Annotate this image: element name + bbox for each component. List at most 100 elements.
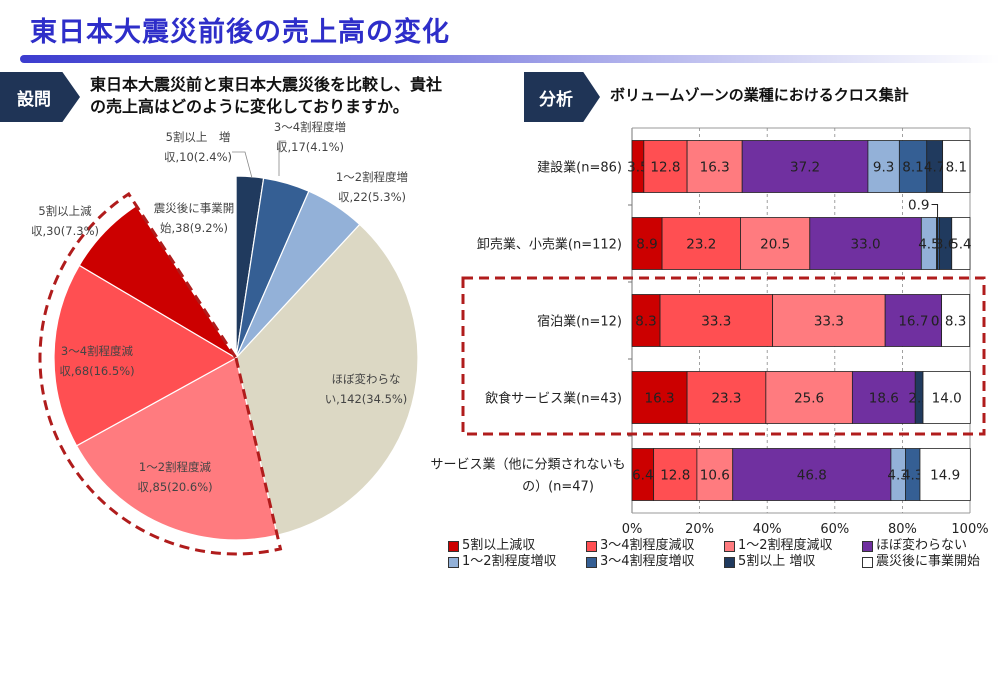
bar-data-label: 4.7 [924, 160, 945, 176]
x-tick-label: 40% [753, 522, 782, 537]
callout-label: 0.9 [908, 198, 929, 214]
x-tick-label: 0% [622, 522, 643, 537]
legend-label: 震災後に事業開始 [876, 554, 981, 569]
question-line-1: 東日本大震災前と東日本大震災後を比較し、貴社 [90, 75, 443, 94]
highlight-box [461, 276, 986, 436]
pie-label: 収,30(7.3%) [31, 224, 99, 238]
bar-segment [696, 448, 734, 501]
pie-slice [53, 264, 238, 447]
legend-label: 5割以上 増収 [738, 554, 816, 569]
stacked-bar-chart: 0% 20% 40% 60% 80% 100%建設業(n=86) 3.5 12.8 16.3 37… [430, 127, 989, 537]
bar-data-label: 18.6 [869, 391, 899, 407]
bar-segment [741, 140, 869, 193]
bar-segment [686, 371, 767, 424]
bar-segment [772, 294, 886, 347]
pie-label: 5割以上減 [38, 204, 92, 218]
bar-data-label: 10.6 [700, 468, 730, 484]
legend-label: 1〜2割程度減収 [738, 538, 833, 553]
pie-leader-line [232, 151, 253, 179]
bar-segment [951, 217, 971, 270]
bar-data-label: 12.8 [650, 160, 680, 176]
bar-data-label: 16.3 [645, 391, 675, 407]
bar-data-label: 4.3 [902, 468, 923, 484]
bar-data-label: 6.4 [632, 468, 653, 484]
bar-segment [659, 294, 774, 347]
legend-swatch [724, 540, 735, 552]
bar-data-label: 33.3 [701, 314, 731, 330]
bar-data-label: 46.8 [797, 468, 827, 484]
legend-item: 5割以上減収 [448, 538, 586, 554]
pie-label: ほぼ変わらな [332, 372, 401, 386]
category-label: の）(n=47) [522, 480, 594, 495]
bar-data-label: 8.3 [635, 314, 656, 330]
legend-item: 3〜4割程度減収 [586, 538, 724, 554]
question-tag: 設問 [0, 72, 80, 122]
callout-leader [931, 204, 939, 270]
legend-label: ほぼ変わらない [876, 538, 968, 553]
pie-label: 5割以上 増 [166, 130, 231, 144]
pie-highlight-outline [38, 191, 283, 556]
pie-leader-line [278, 140, 286, 176]
bar-data-label: 14.9 [930, 468, 960, 484]
page-title: 東日本大震災前後の売上高の変化 [30, 17, 450, 48]
pie-label: 3〜4割程度増 [274, 120, 346, 134]
x-tick-label: 80% [888, 522, 917, 537]
legend-swatch [724, 556, 735, 568]
bar-data-label: 20.5 [760, 237, 790, 253]
bar-data-label: 8.9 [636, 237, 657, 253]
bar-data-label: 16.3 [700, 160, 730, 176]
bar-legend: 5割以上減収 3〜4割程度減収 1〜2割程度減収 ほぼ変わらない 1〜2割程度増収 3〜… [448, 538, 993, 570]
pie-label: 収,85(20.6%) [137, 480, 212, 494]
bar-data-label: 14.0 [932, 391, 962, 407]
question-line-2: の売上高はどのように変化しておりますか。 [90, 97, 409, 116]
pie-label: い,142(34.5%) [325, 392, 408, 406]
legend-item: 5割以上 増収 [724, 554, 862, 570]
bar-data-label: 33.0 [851, 237, 881, 253]
bar-segment [851, 371, 916, 424]
pie-label: 収,68(16.5%) [59, 364, 134, 378]
pie-label: 3〜4割程度減 [61, 344, 134, 358]
pie-chart: 5割以上 増収,10(2.4%) 3〜4割程度増収,17(4.1%) 1〜2割程度増… [31, 120, 419, 556]
bar-data-label: 8.1 [902, 160, 923, 176]
legend-item: 震災後に事業開始 [862, 554, 992, 570]
bar-data-label: 37.2 [790, 160, 820, 176]
bar-segment [765, 371, 853, 424]
bar-segment [661, 217, 741, 270]
bar-data-label: 8.1 [946, 160, 967, 176]
legend-swatch [586, 556, 597, 568]
bar-segment [809, 217, 922, 270]
legend-item: ほぼ変わらない [862, 538, 992, 554]
bar-data-label: 16.7 [898, 314, 928, 330]
x-tick-label: 20% [685, 522, 714, 537]
bar-segment [867, 140, 900, 193]
legend-label: 3〜4割程度減収 [600, 538, 695, 553]
category-label: 建設業(n=86) [537, 160, 622, 176]
pie-label: 1〜2割程度増 [336, 170, 408, 184]
legend-label: 5割以上減収 [462, 538, 536, 553]
bar-segment [740, 217, 811, 270]
pie-slice [235, 223, 419, 536]
bar-segment [631, 371, 688, 424]
legend-label: 3〜4割程度増収 [600, 554, 695, 569]
pie-label: 震災後に事業開 [154, 201, 235, 215]
bar-segment [643, 140, 688, 193]
bar-data-label: 25.6 [794, 391, 824, 407]
pie-label: 1〜2割程度減 [139, 460, 212, 474]
bar-segment [919, 448, 971, 501]
pie-label: 収,22(5.3%) [338, 190, 406, 204]
legend-swatch [448, 556, 459, 568]
legend-row: 5割以上減収 3〜4割程度減収 1〜2割程度減収 ほぼ変わらない [448, 538, 993, 554]
legend-row: 1〜2割程度増収 3〜4割程度増収 5割以上 増収 震災後に事業開始 [448, 554, 993, 570]
pie-label: 収,10(2.4%) [164, 150, 232, 164]
bar-data-label: 3.5 [627, 160, 648, 176]
bar-data-label: 4.3 [887, 468, 908, 484]
x-tick-label: 60% [820, 522, 849, 537]
bar-segment [922, 371, 971, 424]
category-label: 宿泊業(n=12) [537, 314, 622, 330]
title-underline [20, 55, 1000, 63]
legend-swatch [586, 540, 597, 552]
legend-label: 1〜2割程度増収 [462, 554, 557, 569]
category-label: 卸売業、小売業(n=112) [477, 237, 622, 253]
bar-segment [942, 140, 971, 193]
bar-data-label: 12.8 [660, 468, 690, 484]
